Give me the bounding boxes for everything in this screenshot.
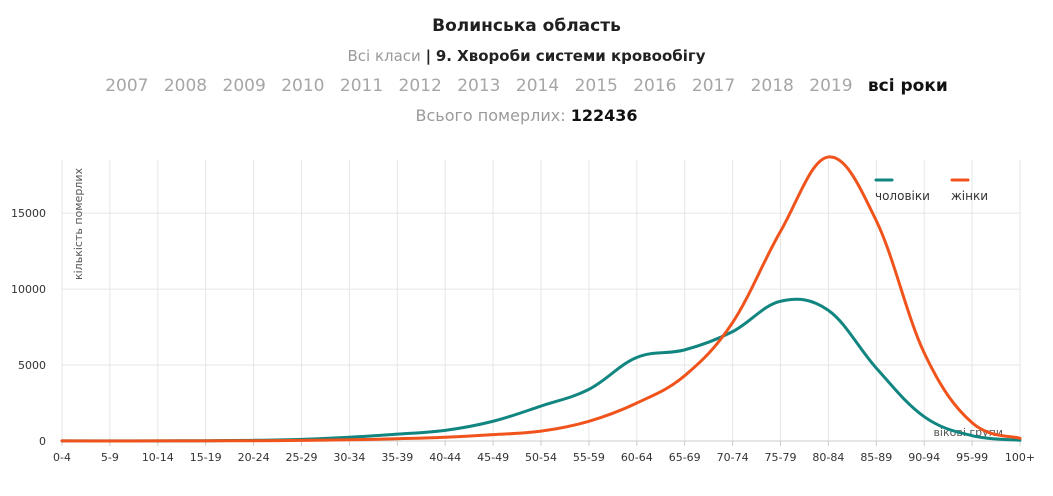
x-tick-label: 90-94	[908, 451, 940, 464]
year-tab-2014[interactable]: 2014	[515, 76, 560, 96]
year-tab-2007[interactable]: 2007	[105, 76, 149, 96]
total-deaths-label: Всього померлих:	[415, 106, 566, 125]
x-tick-label: 25-29	[286, 451, 318, 464]
year-tab-2010[interactable]: 2010	[281, 76, 325, 96]
y-tick-label: 15000	[11, 207, 46, 220]
y-tick-label: 5000	[18, 359, 46, 372]
y-tick-label: 10000	[11, 283, 46, 296]
x-tick-label: 55-59	[573, 451, 605, 464]
year-tab-2017[interactable]: 2017	[691, 76, 736, 96]
series-line-women	[60, 155, 1022, 443]
year-tab-2015[interactable]: 2015	[574, 76, 618, 96]
year-tab-2019[interactable]: 2019	[809, 76, 853, 96]
year-selector: 2007 2008 2009 2010 2011 2012 2013 2014 …	[0, 76, 1053, 96]
x-tick-label: 65-69	[669, 451, 701, 464]
year-tab-2018[interactable]: 2018	[750, 76, 794, 96]
x-tick-label: 95-99	[956, 451, 988, 464]
y-axis-title: кількість померлих	[72, 168, 85, 280]
total-deaths-value: 122436	[570, 106, 638, 125]
x-tick-label: 35-39	[381, 451, 413, 464]
year-tab-2011[interactable]: 2011	[339, 76, 384, 96]
year-tab-2016[interactable]: 2016	[633, 76, 677, 96]
x-tick-label: 75-79	[765, 451, 797, 464]
year-tab-all[interactable]: всі роки	[867, 76, 948, 96]
x-tick-label: 0-4	[53, 451, 71, 464]
x-tick-label: 60-64	[621, 451, 653, 464]
year-tab-2009[interactable]: 2009	[222, 76, 266, 96]
x-tick-label: 10-14	[142, 451, 174, 464]
region-title: Волинська область	[432, 16, 621, 36]
total-deaths: Всього померлих: 122436	[0, 106, 1053, 125]
x-tick-label: 85-89	[860, 451, 892, 464]
x-tick-label: 30-34	[333, 451, 365, 464]
x-tick-label: 80-84	[812, 451, 844, 464]
selected-class-label: 9. Хвороби системи кровообігу	[435, 47, 706, 65]
x-tick-label: 50-54	[525, 451, 557, 464]
x-tick-label: 70-74	[717, 451, 749, 464]
year-tab-2012[interactable]: 2012	[398, 76, 442, 96]
year-tab-2008[interactable]: 2008	[163, 76, 208, 96]
breadcrumb-separator: |	[425, 47, 432, 65]
y-tick-label: 0	[39, 435, 46, 448]
legend-label-men: чоловіки	[875, 189, 930, 203]
all-classes-link[interactable]: Всі класи	[347, 47, 421, 65]
x-tick-label: 40-44	[429, 451, 461, 464]
x-tick-label: 100+	[1005, 451, 1035, 464]
x-tick-label: 45-49	[477, 451, 509, 464]
x-tick-label: 20-24	[238, 451, 270, 464]
class-breadcrumb: Всі класи | 9. Хвороби системи кровообіг…	[0, 47, 1053, 65]
legend-label-women: жінки	[951, 189, 988, 203]
x-tick-label: 15-19	[190, 451, 222, 464]
year-tab-2013[interactable]: 2013	[457, 76, 501, 96]
x-tick-label: 5-9	[101, 451, 119, 464]
